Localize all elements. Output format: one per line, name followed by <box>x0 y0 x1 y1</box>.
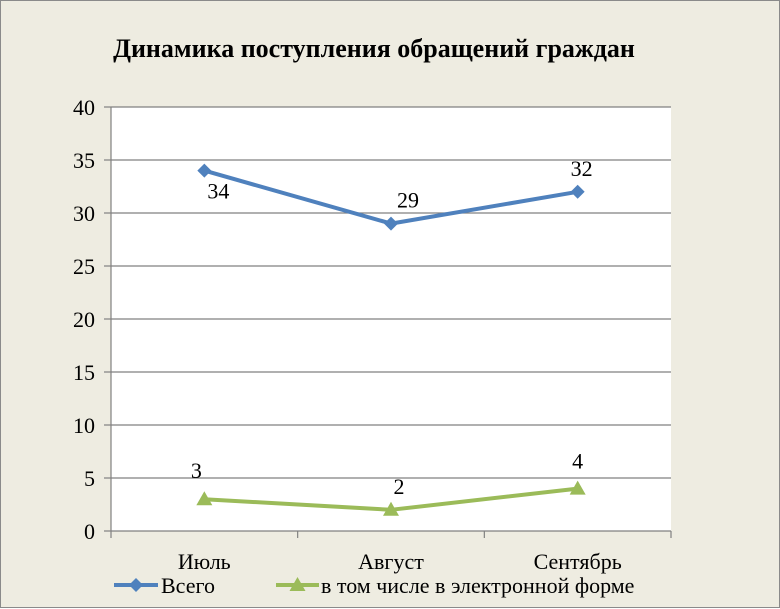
y-tick-label: 40 <box>73 95 95 120</box>
data-point <box>383 501 399 516</box>
axes: 0 5 10 15 20 25 30 35 40 Июль Август Сентябрь <box>73 95 672 574</box>
data-point <box>569 480 586 495</box>
x-tick-label: Сентябрь <box>534 549 622 574</box>
y-tick-label: 5 <box>84 466 95 491</box>
y-tick-label: 35 <box>73 148 95 173</box>
data-label: 32 <box>571 156 593 181</box>
data-label: 3 <box>191 458 202 483</box>
y-tick-label: 20 <box>73 307 95 332</box>
data-point <box>384 216 398 231</box>
data-label: 29 <box>397 188 419 213</box>
data-label: 4 <box>572 449 583 474</box>
y-tick-label: 30 <box>73 201 95 226</box>
data-point <box>570 184 585 199</box>
y-tick-label: 15 <box>73 360 95 385</box>
x-tick-label: Июль <box>178 549 231 574</box>
legend-label: в том числе в электронной форме <box>321 573 634 598</box>
data-point <box>196 491 213 506</box>
y-tick-label: 25 <box>73 254 95 279</box>
legend: Всего в том числе в электронной форме <box>114 573 634 598</box>
data-label: 34 <box>207 179 229 204</box>
x-tick-label: Август <box>358 549 424 574</box>
data-point <box>197 163 212 178</box>
y-tick-label: 0 <box>84 519 95 544</box>
chart-title: Динамика поступления обращений граждан <box>113 34 635 63</box>
legend-marker <box>129 578 143 592</box>
data-label: 2 <box>394 474 405 499</box>
legend-marker <box>289 577 306 591</box>
legend-label: Всего <box>161 573 215 598</box>
y-tick-label: 10 <box>73 413 95 438</box>
gridlines <box>111 106 671 479</box>
